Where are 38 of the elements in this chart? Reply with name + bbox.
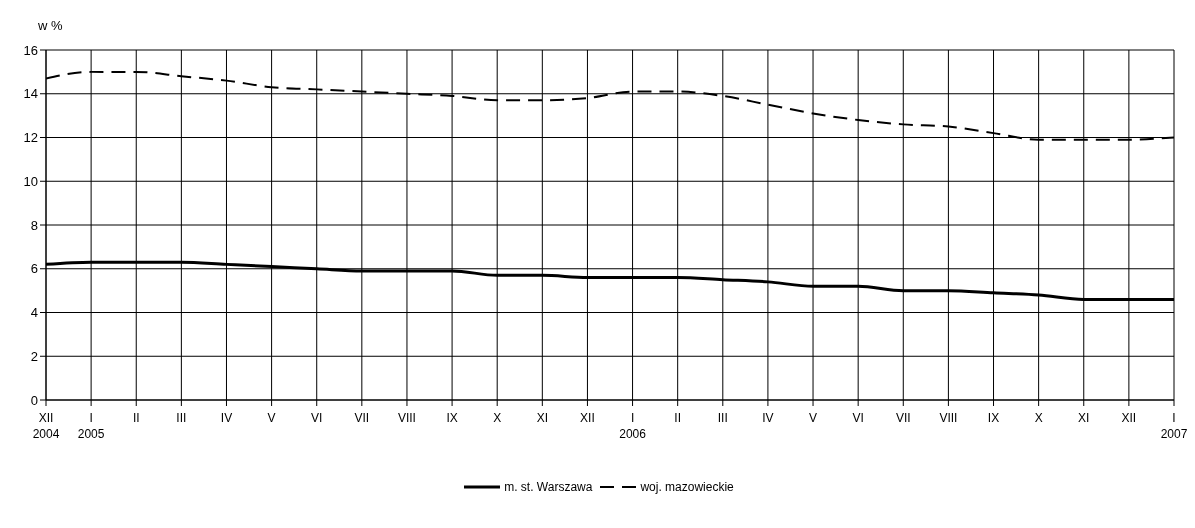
- y-tick-label: 16: [23, 42, 38, 58]
- x-tick-label: V: [809, 411, 818, 425]
- x-tick-label: X: [493, 411, 502, 425]
- x-tick-label: III: [176, 411, 187, 425]
- y-tick-label: 2: [30, 348, 38, 364]
- y-tick-label: 0: [30, 392, 38, 408]
- x-tick-label: IV: [220, 411, 233, 425]
- x-tick-label: XII: [1121, 411, 1137, 425]
- y-tick-label: 6: [30, 261, 38, 277]
- x-tick-label: VI: [311, 411, 323, 425]
- x-tick-label: VIII: [397, 411, 416, 425]
- x-tick-label: II: [674, 411, 682, 425]
- y-tick-label: 8: [30, 217, 38, 233]
- legend-label: woj. mazowieckie: [640, 480, 734, 494]
- x-tick-label: V: [267, 411, 276, 425]
- x-tick-label: I 2005: [77, 411, 105, 441]
- x-tick-label: XII: [580, 411, 595, 425]
- x-tick-label: IX: [987, 411, 1000, 425]
- x-tick-label: IX: [446, 411, 458, 425]
- x-tick-label: IV: [762, 411, 774, 425]
- x-tick-label: XII 2004: [32, 411, 60, 441]
- x-tick-label: I 2006: [619, 411, 647, 441]
- y-axis-title: w %: [37, 17, 64, 35]
- x-tick-label: II: [132, 411, 140, 425]
- x-tick-label: VII: [354, 411, 370, 425]
- x-tick-label: XI: [1078, 411, 1090, 425]
- x-tick-label: XI: [536, 411, 548, 425]
- y-tick-label: 14: [23, 86, 38, 102]
- y-tick-label: 4: [30, 305, 38, 321]
- x-tick-label: VIII: [939, 411, 958, 425]
- x-tick-label: VI: [852, 411, 864, 425]
- y-tick-label: 10: [23, 173, 38, 189]
- x-tick-label: III: [717, 411, 728, 425]
- legend-label: m. st. Warszawa: [504, 480, 593, 494]
- x-tick-label: I 2007: [1160, 411, 1188, 441]
- x-tick-label: X: [1034, 411, 1043, 425]
- x-tick-label: VII: [895, 411, 911, 425]
- y-tick-label: 12: [23, 130, 38, 146]
